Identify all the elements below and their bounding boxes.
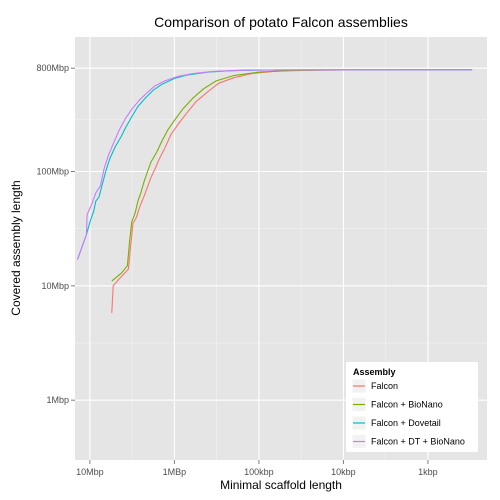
x-axis: 10Mbp 1MBp 100kbp 10kbp 1kbp xyxy=(76,460,438,477)
chart-title: Comparison of potato Falcon assemblies xyxy=(154,14,408,30)
legend-item: Falcon + Dovetail xyxy=(351,415,441,431)
legend-label: Falcon + DT + BioNano xyxy=(371,437,465,447)
x-tick-label: 1kbp xyxy=(418,467,438,477)
legend-label: Falcon + Dovetail xyxy=(371,418,441,428)
series-lines xyxy=(76,69,473,313)
y-tick-label: 100Mbp xyxy=(36,166,69,176)
y-axis-title: Covered assembly length xyxy=(9,180,23,315)
x-tick-label: 100kbp xyxy=(244,467,274,477)
series-line-4 xyxy=(76,69,473,260)
series-line-1 xyxy=(111,69,473,313)
series-line-2 xyxy=(111,69,473,282)
x-tick-label: 10Mbp xyxy=(76,467,104,477)
legend-item: Falcon + DT + BioNano xyxy=(351,434,465,449)
legend-background xyxy=(346,362,478,452)
legend: Assembly Falcon Falcon + BioNano Falcon + … xyxy=(346,362,478,452)
legend-item: Falcon + BioNano xyxy=(351,397,443,412)
x-axis-title: Minimal scaffold length xyxy=(220,478,342,492)
y-tick-label: 800Mbp xyxy=(36,63,69,73)
legend-label: Falcon + BioNano xyxy=(371,400,443,410)
y-tick-label: 1Mbp xyxy=(46,395,69,405)
x-tick-label: 1MBp xyxy=(163,467,187,477)
legend-label: Falcon xyxy=(371,381,398,391)
y-axis: 1Mbp 10Mbp 100Mbp 800Mbp xyxy=(36,63,75,405)
legend-title: Assembly xyxy=(353,367,396,377)
legend-item: Falcon xyxy=(351,378,398,394)
x-tick-label: 10kbp xyxy=(331,467,356,477)
y-tick-label: 10Mbp xyxy=(41,281,69,291)
minor-gridlines xyxy=(75,37,487,460)
major-gridlines xyxy=(75,37,487,460)
